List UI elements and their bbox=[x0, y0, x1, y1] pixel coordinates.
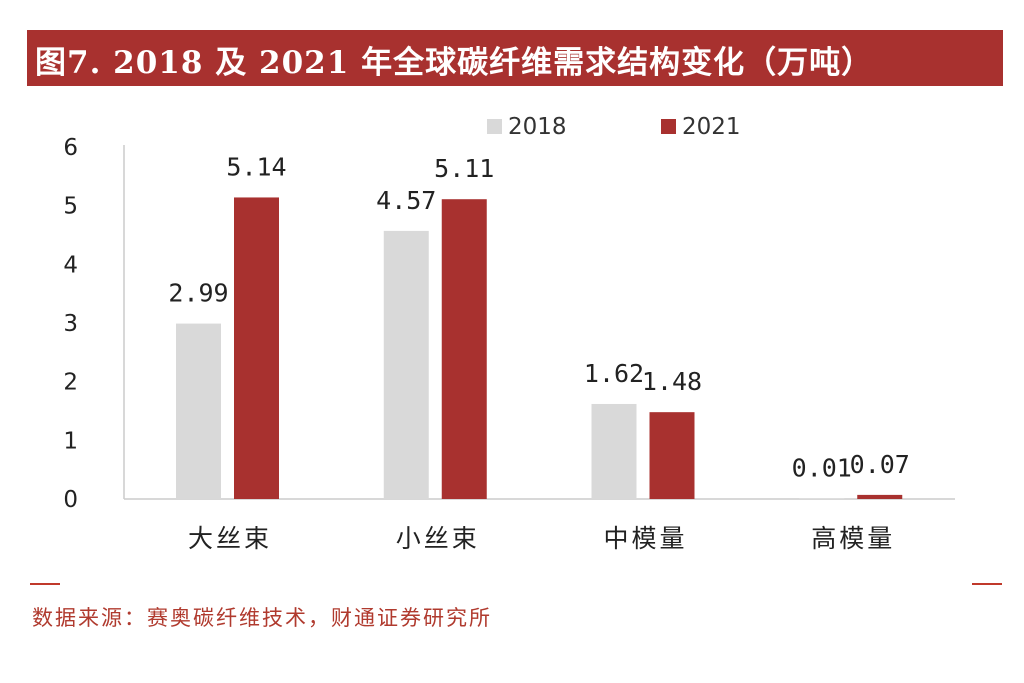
category-label: 小丝束 bbox=[396, 524, 480, 553]
title-bar: 图7. 2018 及 2021 年全球碳纤维需求结构变化（万吨） bbox=[27, 30, 1003, 86]
bar-2018 bbox=[176, 323, 221, 499]
data-label-2021: 1.48 bbox=[642, 367, 702, 396]
chart-title: 图7. 2018 及 2021 年全球碳纤维需求结构变化（万吨） bbox=[35, 45, 874, 81]
y-tick-label: 3 bbox=[63, 311, 78, 337]
bar-2018 bbox=[591, 403, 637, 499]
y-tick-label: 6 bbox=[63, 135, 78, 161]
source-note: 数据来源：赛奥碳纤维技术，财通证券研究所 bbox=[32, 606, 492, 630]
bar-2021 bbox=[234, 197, 279, 499]
data-label-2018: 0.01 bbox=[792, 453, 852, 482]
data-label-2018: 4.57 bbox=[376, 186, 436, 215]
legend-swatch-2021 bbox=[661, 119, 676, 134]
y-tick-label: 1 bbox=[63, 428, 78, 454]
data-label-2021: 5.14 bbox=[226, 152, 286, 181]
bar-2018 bbox=[799, 498, 845, 499]
category-label: 中模量 bbox=[603, 524, 687, 553]
category-label: 大丝束 bbox=[188, 524, 272, 553]
y-tick-label: 2 bbox=[63, 370, 78, 396]
bar-2021 bbox=[441, 199, 487, 500]
divider-right bbox=[972, 583, 1002, 585]
category-label: 高模量 bbox=[811, 524, 895, 553]
bar-2021 bbox=[649, 412, 695, 499]
legend-label-2018: 2018 bbox=[508, 114, 567, 140]
legend-label-2021: 2021 bbox=[682, 114, 741, 140]
data-label-2018: 1.62 bbox=[584, 359, 644, 388]
y-tick-label: 5 bbox=[63, 194, 78, 220]
bar-2018 bbox=[383, 230, 429, 500]
y-tick-label: 4 bbox=[63, 252, 78, 278]
bar-2021 bbox=[857, 494, 903, 499]
divider-left bbox=[30, 583, 60, 585]
y-tick-label: 0 bbox=[63, 487, 78, 513]
data-label-2021: 0.07 bbox=[850, 450, 910, 479]
data-label-2021: 5.11 bbox=[434, 154, 494, 183]
legend-swatch-2018 bbox=[487, 119, 502, 134]
data-label-2018: 2.99 bbox=[168, 279, 228, 308]
